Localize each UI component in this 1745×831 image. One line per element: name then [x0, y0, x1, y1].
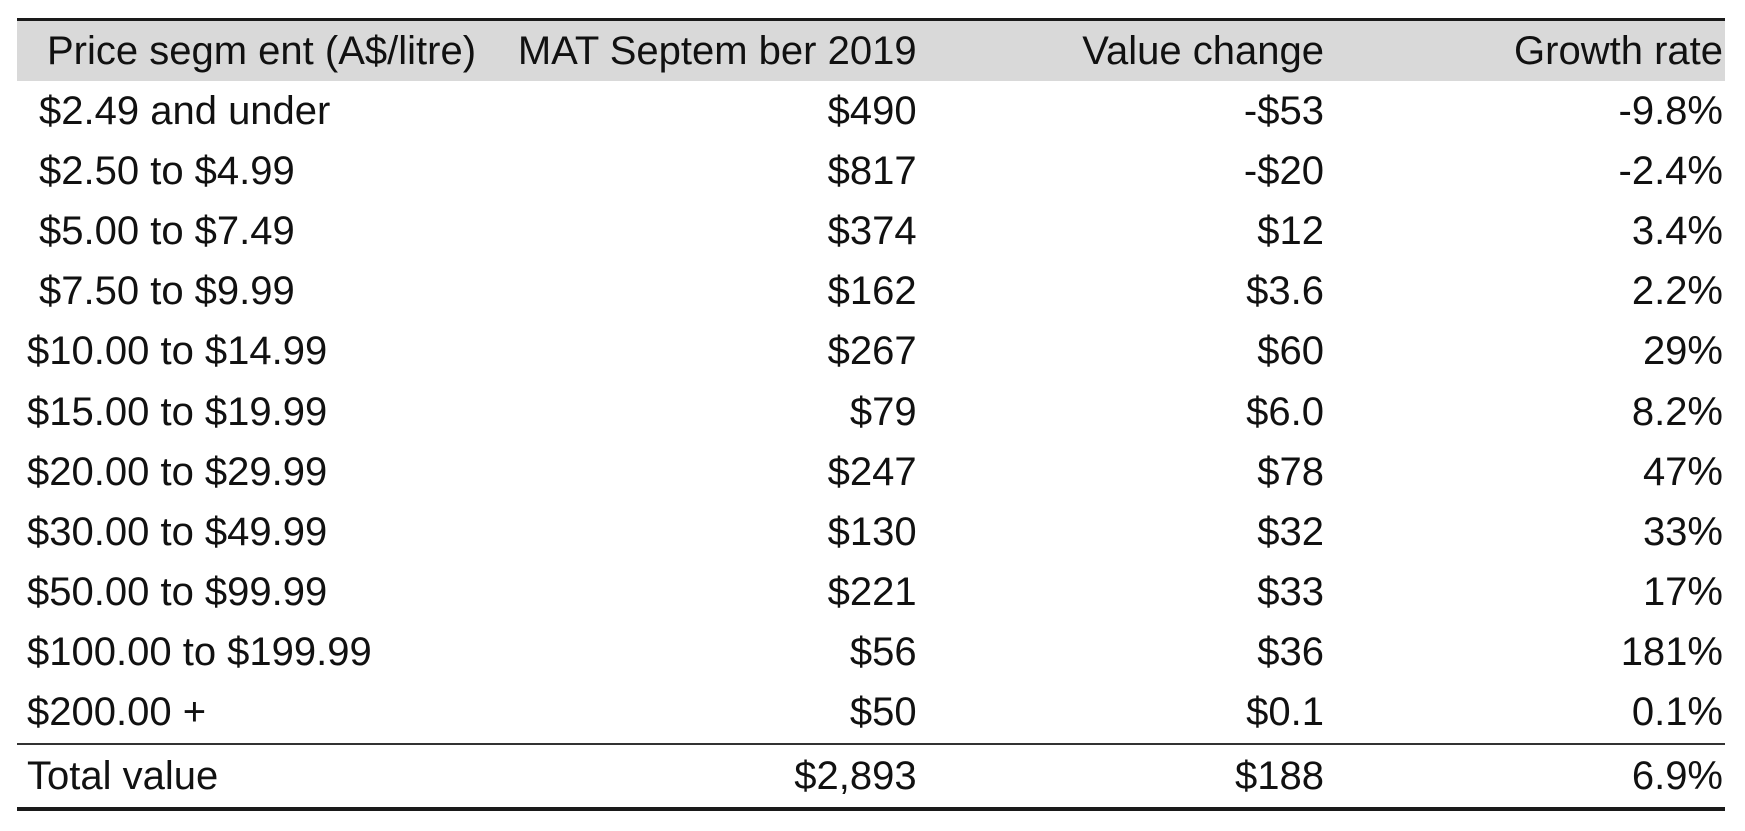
cell-segment: $2.50 to $4.99	[39, 148, 295, 193]
cell-growth-rate: 47%	[1642, 449, 1723, 494]
cell-mat: $490	[827, 88, 917, 133]
cell-value-change: $32	[1257, 509, 1324, 554]
cell-mat: $56	[849, 630, 917, 675]
total-label: Total value	[17, 743, 503, 812]
cell-segment: $10.00 to $14.99	[27, 329, 328, 374]
cell-growth-rate: 3.4%	[1631, 208, 1723, 253]
table-row: $50.00 to $99.99 $221 $33 17%	[17, 563, 1725, 623]
cell-segment: $30.00 to $49.99	[27, 509, 328, 554]
cell-growth-rate: 29%	[1642, 329, 1723, 374]
cell-segment: $7.50 to $9.99	[39, 269, 295, 314]
cell-growth-rate: 8.2%	[1631, 389, 1723, 434]
table-row: $100.00 to $199.99 $56 $36 181%	[17, 623, 1725, 683]
table-row: $200.00 + $50 $0.1 0.1%	[17, 683, 1725, 744]
table-row: $2.50 to $4.99 $817 -$20 -2.4%	[17, 141, 1725, 201]
cell-value-change: $33	[1257, 570, 1324, 615]
table-row: $7.50 to $9.99 $162 $3.6 2.2%	[17, 262, 1725, 322]
cell-mat: $817	[827, 148, 917, 193]
cell-segment: $100.00 to $199.99	[27, 630, 372, 675]
cell-mat: $247	[827, 449, 917, 494]
table-row: $20.00 to $29.99 $247 $78 47%	[17, 442, 1725, 502]
cell-mat: $221	[827, 570, 917, 615]
cell-mat: $50	[849, 690, 917, 735]
cell-segment: $200.00 +	[27, 690, 207, 735]
cell-value-change: $36	[1257, 630, 1324, 675]
cell-segment: $20.00 to $29.99	[27, 449, 328, 494]
total-growth-rate: 6.9%	[1323, 743, 1725, 812]
cell-segment: $2.49 and under	[39, 88, 331, 133]
cell-growth-rate: 0.1%	[1631, 690, 1723, 735]
cell-mat: $162	[827, 269, 917, 314]
cell-growth-rate: 181%	[1620, 630, 1723, 675]
cell-value-change: $3.6	[1246, 269, 1324, 314]
cell-value-change: $78	[1257, 449, 1324, 494]
table-header: Price segm ent (A$/litre) MAT Septem ber…	[17, 18, 1725, 81]
cell-segment: $5.00 to $7.49	[39, 208, 295, 253]
cell-growth-rate: 33%	[1642, 509, 1723, 554]
total-value-change: $188	[916, 743, 1324, 812]
total-row: Total value $2,893 $188 6.9%	[17, 743, 1725, 812]
price-segment-table: Price segm ent (A$/litre) MAT Septem ber…	[17, 18, 1725, 812]
table-row: $5.00 to $7.49 $374 $12 3.4%	[17, 201, 1725, 261]
cell-value-change: $12	[1257, 208, 1324, 253]
price-segment-table-container: Price segm ent (A$/litre) MAT Septem ber…	[17, 18, 1725, 812]
cell-mat: $267	[827, 329, 917, 374]
table-row: $30.00 to $49.99 $130 $32 33%	[17, 502, 1725, 562]
cell-value-change: $0.1	[1246, 690, 1324, 735]
header-value-change: Value change	[916, 18, 1324, 81]
header-mat-september-2019: MAT Septem ber 2019	[502, 18, 917, 81]
cell-growth-rate: 2.2%	[1631, 269, 1723, 314]
cell-growth-rate: -2.4%	[1618, 148, 1724, 193]
table-row: $15.00 to $19.99 $79 $6.0 8.2%	[17, 382, 1725, 442]
cell-value-change: -$53	[1243, 88, 1324, 133]
total-mat: $2,893	[502, 743, 917, 812]
header-growth-rate: Growth rate	[1323, 18, 1725, 81]
cell-value-change: $60	[1257, 329, 1324, 374]
header-row: Price segm ent (A$/litre) MAT Septem ber…	[17, 18, 1725, 81]
cell-mat: $374	[827, 208, 917, 253]
table-row: $2.49 and under $490 -$53 -9.8%	[17, 81, 1725, 141]
table-body: $2.49 and under $490 -$53 -9.8% $2.50 to…	[17, 81, 1725, 744]
cell-growth-rate: -9.8%	[1618, 88, 1724, 133]
cell-value-change: $6.0	[1246, 389, 1324, 434]
table-row: $10.00 to $14.99 $267 $60 29%	[17, 322, 1725, 382]
cell-mat: $130	[827, 509, 917, 554]
table-footer: Total value $2,893 $188 6.9%	[17, 743, 1725, 812]
cell-value-change: -$20	[1243, 148, 1324, 193]
cell-growth-rate: 17%	[1642, 570, 1723, 615]
header-price-segment: Price segm ent (A$/litre)	[17, 18, 503, 81]
cell-segment: $15.00 to $19.99	[27, 389, 328, 434]
cell-mat: $79	[849, 389, 917, 434]
cell-segment: $50.00 to $99.99	[27, 570, 328, 615]
